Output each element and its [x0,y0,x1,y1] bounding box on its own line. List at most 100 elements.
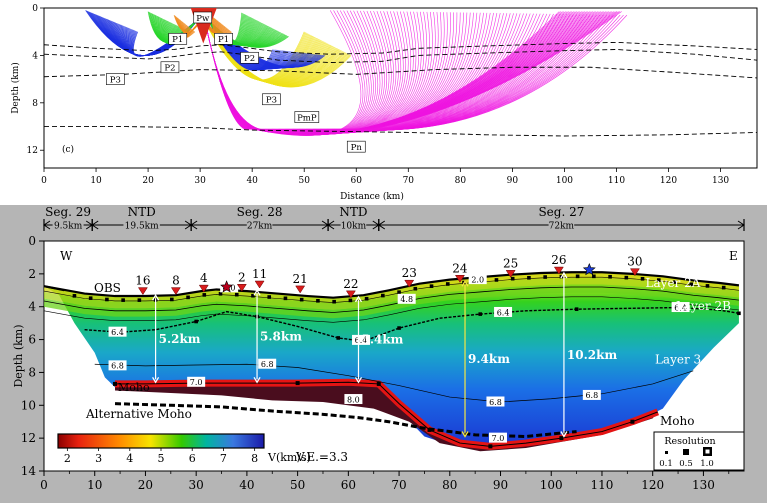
x-tick-label: 130 [712,176,729,186]
pn-base-ray [252,11,622,136]
segment-name: NTD [128,205,156,219]
resolution-value-mid: 0.5 [679,459,693,469]
x-tick-label: 0 [41,176,47,186]
obs-number: 30 [627,255,642,269]
seafloor-resolution-marker [186,295,190,300]
contour-label: 6.8 [582,389,601,400]
x-tick-label: 30 [194,176,206,186]
model-x-tick-label: 60 [341,478,356,492]
segment-name: NTD [339,205,367,219]
contour-6-8 [94,363,694,403]
obs-station: 4 [198,271,209,293]
model-x-tick-label: 50 [290,478,305,492]
contour-label: 6.8 [486,396,505,407]
model-annotations: 2.04.04.86.46.46.46.46.86.86.86.87.07.08… [108,253,731,443]
thickness-arrow-top [354,295,363,303]
direction-west: W [60,249,73,263]
phase-label-p3: P3 [106,73,125,85]
moho-resolution-marker [559,436,564,441]
obs-triangle [236,284,247,292]
x-tick-label: 20 [142,176,154,186]
y-tick-label: 4 [32,51,38,61]
pn-left-ray [205,22,266,131]
colorbar-gradient [57,433,265,449]
seafloor-resolution-marker [705,284,710,288]
contour-label-text: 6.8 [261,360,274,369]
seafloor-resolution-marker [299,297,304,302]
obs-triangle [295,285,306,294]
x-tick-label: 10 [90,176,102,186]
segment-length: 27km [247,222,273,232]
contour-label-text: 6.4 [674,303,687,312]
phase-label-text: P3 [110,75,121,85]
contour-label: 6.8 [108,360,127,371]
seafloor-resolution-marker [527,276,531,280]
model-y-tick-label: 10 [21,398,36,412]
obs-station: 8 [170,274,181,296]
resolution-marker-small [665,451,668,454]
model-x-tick-label: 130 [692,478,715,492]
obs-station: 26 [551,253,566,275]
model-x-tick-label: 30 [189,478,204,492]
seafloor-resolution-marker [592,274,596,279]
moho-label-right: Moho [660,414,694,428]
resolution-legend: Resolution 0.1 0.5 1.0 [653,431,745,471]
contour-label: 6.8 [258,358,277,369]
x-tick-label: 40 [246,176,258,186]
thickness-arrow-bottom [461,431,469,438]
segment-length-bg [340,220,367,230]
boundary-line-3 [44,66,757,79]
seafloor-resolution-marker [656,278,661,282]
contour-label-box [258,358,277,369]
seafloor-resolution-marker [121,298,125,302]
x-tick-label: 50 [298,176,310,186]
thickness-label: 5.4km [361,333,403,347]
contour-label: 6.4 [671,302,690,312]
obs-number: 16 [135,274,150,288]
obs-triangle [170,287,181,296]
contour-label-box [108,360,127,371]
contour-label-text: 6.8 [585,391,598,400]
segment-name: Seg. 28 [237,205,283,219]
contour-label: 8.0 [344,394,363,404]
obs-station: 16 [135,274,151,296]
obs-number: 21 [293,272,308,286]
x-tick-label: 120 [660,176,677,186]
phase-label-p3: P3 [262,93,281,106]
colorbar-tick-label: 8 [251,452,258,465]
contour-label: 2.0 [468,274,487,284]
phase-label-box [160,61,180,74]
vertical-exaggeration: V.E.=3.3 [295,450,348,464]
model-y-tick-label: 6 [28,333,36,347]
resolution-marker-large-inner [705,449,710,454]
layer-label: Layer 2A [646,276,701,290]
phase-labels: Pw P1 P1 P2 P2 P3 P3 PmP Pn [106,11,366,153]
obs-station: 22 [343,277,359,299]
contour-label: 6.4 [352,334,371,345]
phase-label-box [106,73,125,85]
obs-label: OBS [94,281,121,295]
model-x-axis-ticks: 0 10 20 30 40 50 60 70 80 90 100 110 120 130 [40,471,730,492]
seafloor-resolution-marker [251,293,255,298]
seafloor-resolution-marker [640,276,645,281]
segment-length-bg [52,220,84,230]
phase-label-p2: P2 [160,61,180,74]
obs-number: 11 [252,267,267,281]
contour-label-text: 4.8 [400,295,413,304]
moho-label: Moho [118,381,150,394]
contour-label-text: 6.8 [489,398,502,407]
thickness-label: 10.2km [567,348,618,362]
seafloor-resolution-marker [283,296,288,301]
segment-length-bg [548,220,575,230]
contour-label: 6.4 [494,306,513,317]
y-tick-label: 12 [27,146,38,156]
obs-triangle [137,287,148,296]
segment-length: 72km [549,222,575,232]
crustal-thickness-marker: 9.4km [461,279,510,438]
obs-station: 11 [252,267,267,289]
obs-station: 25 [503,256,518,278]
seafloor-resolution-marker [673,280,677,284]
phase-label-p2: P2 [240,51,259,64]
contour-label-box [494,306,513,317]
